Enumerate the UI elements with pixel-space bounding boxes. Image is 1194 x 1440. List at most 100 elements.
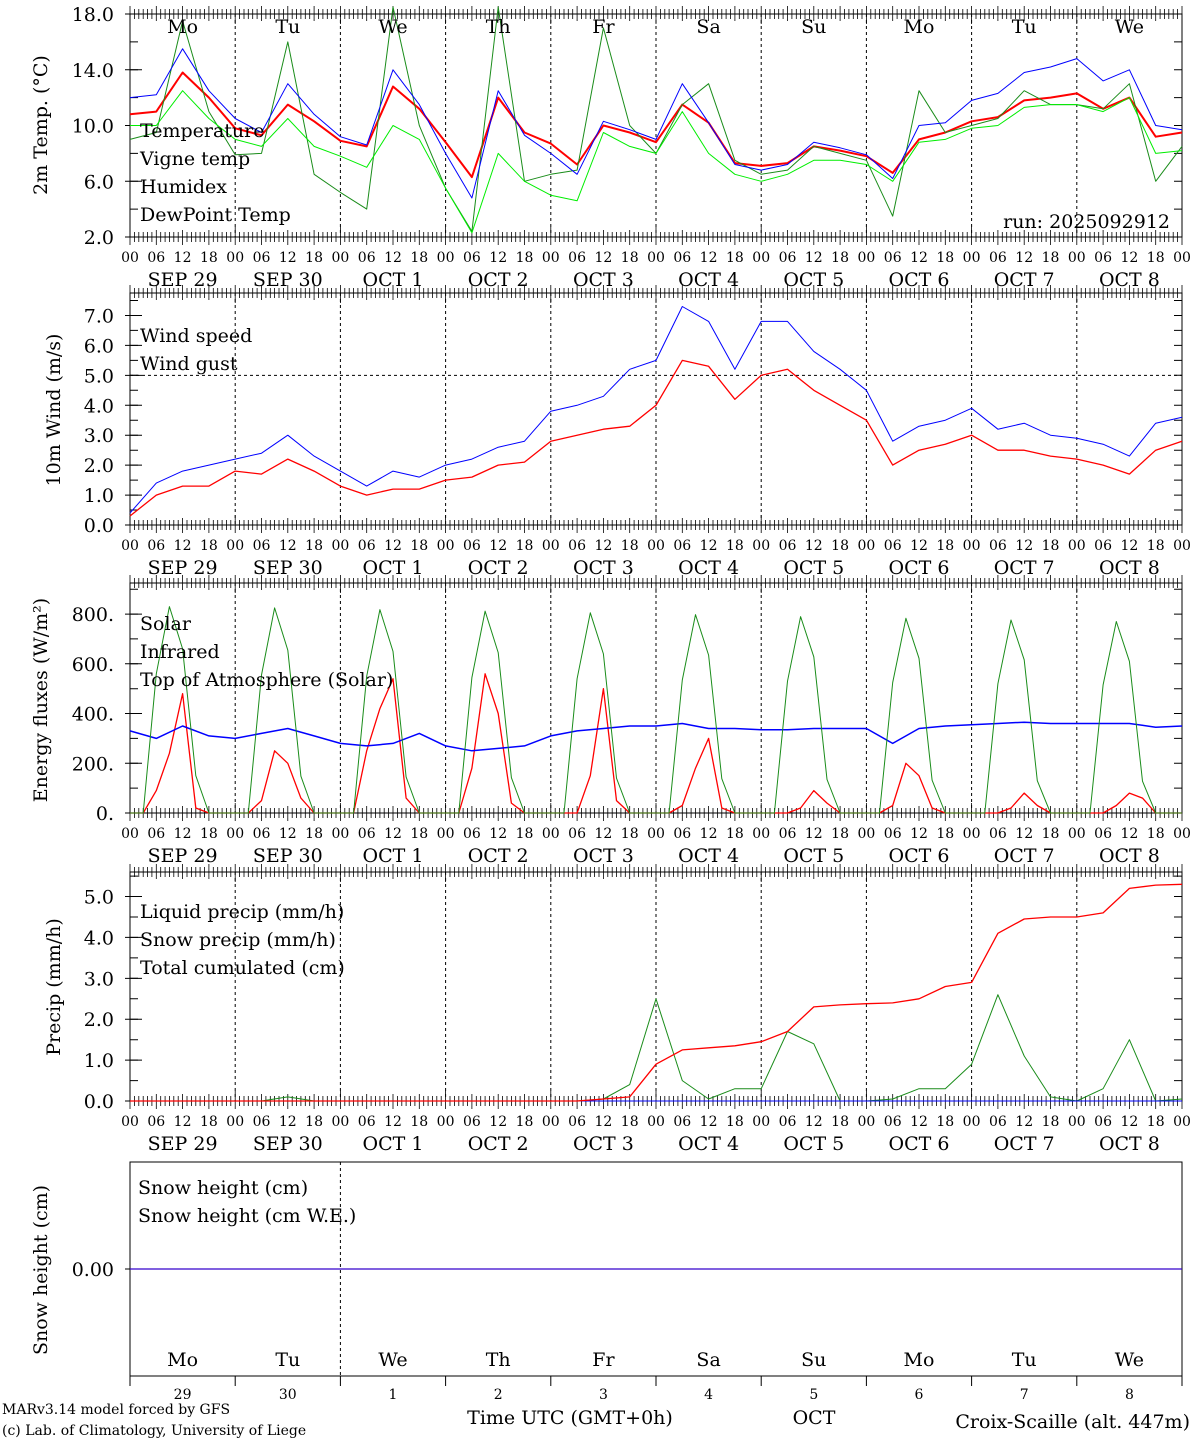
y-axis-label: 10m Wind (m/s): [43, 334, 65, 487]
x-tick-label: 00: [542, 538, 560, 554]
day-name: Fr: [592, 16, 615, 38]
x-axis-minor-ticks: [129, 575, 1183, 821]
x-tick-label: 12: [1015, 1114, 1033, 1130]
x-tick-label: 06: [463, 826, 481, 842]
legend-entry: Total cumulated (cm): [140, 957, 345, 979]
x-tick-label: 00: [752, 538, 770, 554]
legend-entry: Infrared: [140, 641, 220, 663]
x-tick-label: 06: [1094, 538, 1112, 554]
x-tick-label: 06: [884, 538, 902, 554]
x-tick-label: 12: [384, 1114, 402, 1130]
x-tick-label: 18: [621, 538, 639, 554]
x-tick-label: 18: [1042, 826, 1060, 842]
x-tick-label: 12: [700, 826, 718, 842]
x-tick-label: 12: [279, 538, 297, 554]
x-tick-label: 12: [910, 1114, 928, 1130]
x-tick-label: 00: [121, 1114, 139, 1130]
x-tick-label: 06: [1094, 250, 1112, 266]
x-tick-label: 00: [857, 826, 875, 842]
series-line-temperature: [129, 71, 1183, 179]
x-tick-label: 00: [542, 1114, 560, 1130]
date-label: OCT 4: [678, 269, 739, 291]
legend-entry: Solar: [140, 613, 192, 635]
x-tick-label: 18: [1042, 250, 1060, 266]
x-tick-label: 06: [568, 1114, 586, 1130]
panel-2: [125, 285, 1183, 533]
x-tick-label: 00: [226, 250, 244, 266]
x-tick-label: 18: [516, 1114, 534, 1130]
x-tick-label: 00: [857, 250, 875, 266]
x-tick-label: 06: [463, 1114, 481, 1130]
x-tick-label: 06: [1094, 1114, 1112, 1130]
y-tick-label: 10.0: [72, 116, 114, 138]
x-tick-label: 18: [1042, 538, 1060, 554]
x-tick-label: 00: [647, 1114, 665, 1130]
legend-entry: Vigne temp: [139, 148, 250, 170]
y-tick-label: 1.0: [84, 485, 114, 507]
x-tick-label: 12: [174, 538, 192, 554]
x-tick-label: 06: [884, 250, 902, 266]
x-tick-label: 00: [752, 250, 770, 266]
date-label: OCT 4: [678, 845, 739, 867]
x-tick-label: 00: [331, 1114, 349, 1130]
x-tick-label: 12: [700, 250, 718, 266]
series-line-top-of-atmosphere-solar-: [130, 606, 1182, 814]
x-tick-label: 12: [1015, 538, 1033, 554]
x-tick-label: 06: [568, 250, 586, 266]
x-tick-label: 12: [805, 250, 823, 266]
x-tick-label: 06: [673, 1114, 691, 1130]
x-tick-label: 06: [989, 250, 1007, 266]
y-axis-label: Precip (mm/h): [43, 918, 65, 1056]
y-tick-label: 5.0: [84, 887, 114, 909]
x-tick-label: 06: [884, 826, 902, 842]
date-label: OCT 5: [783, 1133, 844, 1155]
x-tick-label: 00: [226, 826, 244, 842]
x-tick-label: 18: [410, 538, 428, 554]
day-name: Sa: [696, 16, 720, 38]
date-label: OCT 5: [783, 269, 844, 291]
x-tick-label: 12: [279, 250, 297, 266]
x-tick-label: 12: [1120, 1114, 1138, 1130]
x-tick-label: 12: [489, 538, 507, 554]
day-name: We: [378, 16, 407, 38]
date-label: OCT 6: [889, 557, 950, 579]
x-tick-label: 06: [673, 250, 691, 266]
run-label: run: 2025092912: [1003, 211, 1170, 233]
x-tick-label: 06: [147, 250, 165, 266]
legend-entry: Wind gust: [140, 353, 238, 375]
x-tick-label: 00: [331, 826, 349, 842]
x-tick-label: 00: [542, 826, 560, 842]
model-credit: MARv3.14 model forced by GFS: [2, 1402, 230, 1418]
x-tick-label: 12: [594, 826, 612, 842]
panel-4: [125, 864, 1183, 1109]
x-tick-label: 06: [147, 826, 165, 842]
day-name: Fr: [592, 1349, 615, 1371]
date-label: SEP 30: [253, 557, 323, 579]
date-label: OCT 6: [889, 1133, 950, 1155]
x-tick-label: 12: [384, 538, 402, 554]
y-tick-label: 2.0: [84, 227, 114, 249]
date-label: OCT 7: [994, 845, 1055, 867]
day-name: Mo: [904, 1349, 935, 1371]
series-line-wind-gust: [129, 306, 1183, 514]
x-axis-label: Time UTC (GMT+0h): [467, 1407, 673, 1429]
legend-entry: DewPoint Temp: [140, 204, 291, 226]
x-tick-label: 12: [384, 826, 402, 842]
date-label: OCT 8: [1099, 557, 1160, 579]
legend-entry: Temperature: [140, 120, 264, 142]
day-number: 3: [599, 1387, 608, 1403]
x-tick-label: 18: [831, 826, 849, 842]
x-tick-label: 12: [1120, 250, 1138, 266]
legend-entry: Snow precip (mm/h): [140, 929, 336, 951]
x-tick-label: 18: [200, 538, 218, 554]
series-line-humidex: [129, 48, 1183, 199]
x-tick-label: 06: [673, 538, 691, 554]
date-label: OCT 8: [1099, 1133, 1160, 1155]
x-tick-label: 18: [621, 826, 639, 842]
day-name: Su: [801, 16, 826, 38]
x-tick-label: 00: [1173, 1114, 1191, 1130]
y-tick-label: 7.0: [84, 305, 114, 327]
legend-entry: Top of Atmosphere (Solar): [140, 669, 393, 691]
day-name: Tu: [275, 1349, 300, 1371]
